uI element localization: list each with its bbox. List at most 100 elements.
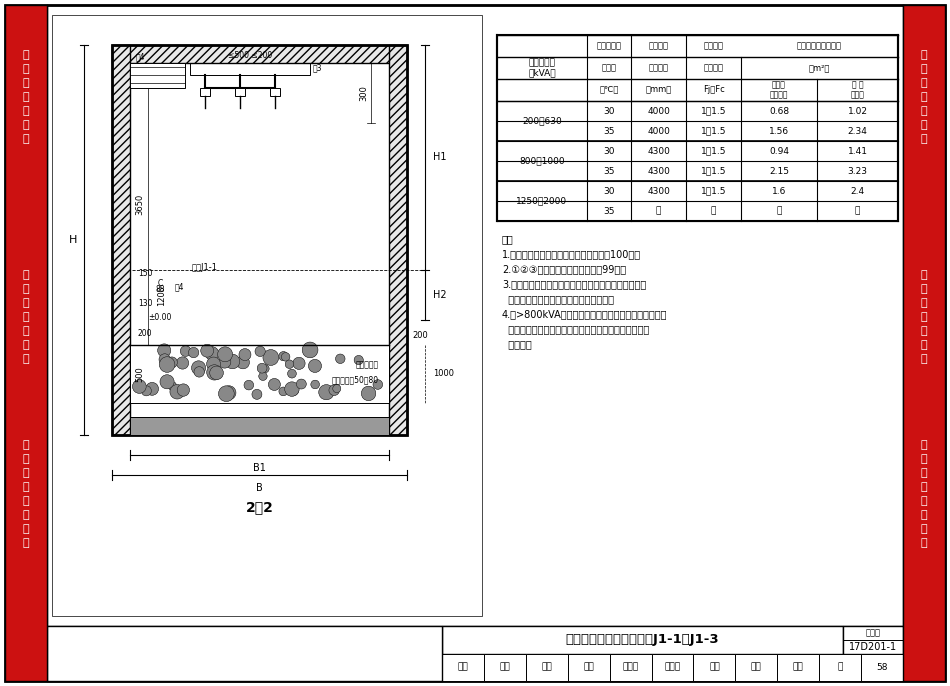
Text: 安: 安 [23, 524, 29, 534]
Text: 4300: 4300 [647, 187, 670, 196]
Text: 室: 室 [23, 92, 29, 102]
Text: 务: 务 [23, 340, 29, 350]
Text: 构钓: 构钓 [542, 663, 552, 672]
Bar [112, 45, 130, 435]
Text: 变: 变 [921, 50, 927, 60]
Text: 装: 装 [921, 538, 927, 548]
Text: （℃）: （℃） [599, 86, 618, 95]
Text: 17D201-1: 17D201-1 [849, 642, 897, 652]
Circle shape [354, 355, 363, 364]
Text: 安: 安 [921, 524, 927, 534]
Text: －: － [776, 206, 782, 215]
Text: 2－2: 2－2 [245, 500, 274, 514]
Text: 30: 30 [603, 147, 615, 156]
Text: B: B [256, 483, 263, 493]
Text: H: H [68, 235, 77, 245]
Circle shape [218, 386, 235, 401]
Text: 压: 压 [921, 64, 927, 74]
Text: 设: 设 [921, 298, 927, 308]
Text: 130: 130 [138, 298, 152, 307]
Text: 昆昆: 昆昆 [793, 663, 804, 672]
Text: 0.68: 0.68 [769, 106, 789, 115]
Circle shape [255, 346, 265, 357]
Circle shape [261, 364, 269, 372]
Bar [112, 45, 407, 435]
Circle shape [361, 386, 376, 401]
Text: 88: 88 [155, 285, 164, 294]
Circle shape [205, 346, 218, 360]
Text: 装: 装 [23, 538, 29, 548]
Text: 任: 任 [921, 326, 927, 336]
Circle shape [188, 347, 199, 357]
Text: 200: 200 [138, 329, 152, 338]
Bar [112, 45, 407, 63]
Text: H1: H1 [433, 152, 446, 163]
Text: （m²）: （m²） [808, 64, 830, 73]
Bar [52, 15, 482, 616]
Circle shape [319, 385, 334, 400]
Text: 压: 压 [23, 64, 29, 74]
Text: 4.在>800kVA的变压器室内，需要时可在后墙上装设带: 4.在>800kVA的变压器室内，需要时可在后墙上装设带 [502, 309, 668, 319]
Text: 1.56: 1.56 [769, 126, 789, 136]
Text: 进风窗
（门上）: 进风窗 （门上） [770, 80, 788, 99]
Text: 备: 备 [23, 482, 29, 492]
Text: 变: 变 [23, 50, 29, 60]
Bar [861, 654, 903, 681]
Text: 1：1.5: 1：1.5 [701, 126, 726, 136]
Text: 通风窗最小有效面积: 通风窗最小有效面积 [797, 41, 842, 51]
Text: 2.①②③道设件详图参见本图集第99页。: 2.①②③道设件详图参见本图集第99页。 [502, 264, 626, 274]
Circle shape [263, 350, 278, 366]
Text: 土: 土 [921, 270, 927, 280]
Bar [200, 88, 210, 96]
Circle shape [200, 344, 214, 357]
Bar [5, 5, 47, 681]
Circle shape [210, 366, 223, 379]
Text: 置: 置 [23, 120, 29, 130]
Circle shape [159, 354, 170, 365]
Circle shape [373, 380, 383, 390]
Text: 方案J1-1: 方案J1-1 [192, 263, 218, 272]
Bar [389, 45, 407, 435]
Text: 150: 150 [138, 268, 152, 278]
Bar [843, 626, 903, 654]
Text: ±0.00: ±0.00 [148, 313, 171, 322]
Text: 2.15: 2.15 [769, 167, 789, 176]
Text: 1：1.5: 1：1.5 [701, 106, 726, 115]
Circle shape [218, 356, 231, 368]
Text: 审核: 审核 [458, 663, 468, 672]
Text: 器: 器 [921, 78, 927, 88]
Text: 置: 置 [921, 120, 927, 130]
Text: Fj：Fc: Fj：Fc [703, 86, 724, 95]
Text: 务: 务 [921, 340, 927, 350]
Circle shape [287, 384, 299, 396]
Text: 图: 图 [23, 134, 29, 144]
Text: 3.23: 3.23 [847, 167, 867, 176]
Circle shape [142, 386, 151, 396]
Text: 件: 件 [23, 510, 29, 520]
Text: 3650: 3650 [136, 193, 144, 215]
Text: 芯检查用的吸钉及攞运用的拉钉，负载值由具体工程设: 芯检查用的吸钉及攞运用的拉钉，负载值由具体工程设 [502, 324, 649, 334]
Text: 卵石，直彤50～80: 卵石，直彤50～80 [332, 375, 379, 384]
Text: 布: 布 [921, 106, 927, 116]
Circle shape [332, 385, 341, 392]
Bar [130, 63, 389, 417]
Text: 室: 室 [921, 92, 927, 102]
Bar [903, 5, 945, 681]
Text: 4000: 4000 [647, 126, 670, 136]
Circle shape [225, 354, 239, 369]
Bar [525, 654, 568, 681]
Circle shape [311, 380, 319, 389]
Bar [190, 63, 310, 75]
Text: 布: 布 [23, 106, 29, 116]
Text: 1：1.5: 1：1.5 [701, 167, 726, 176]
Bar [694, 654, 735, 681]
Circle shape [302, 342, 318, 358]
Bar [130, 345, 389, 403]
Circle shape [293, 357, 305, 370]
Text: 算温度: 算温度 [601, 64, 617, 73]
Text: 土: 土 [23, 270, 29, 280]
Text: 1000: 1000 [433, 370, 454, 379]
Circle shape [166, 357, 178, 368]
Text: 58: 58 [876, 663, 888, 672]
Text: H2: H2 [433, 290, 446, 300]
